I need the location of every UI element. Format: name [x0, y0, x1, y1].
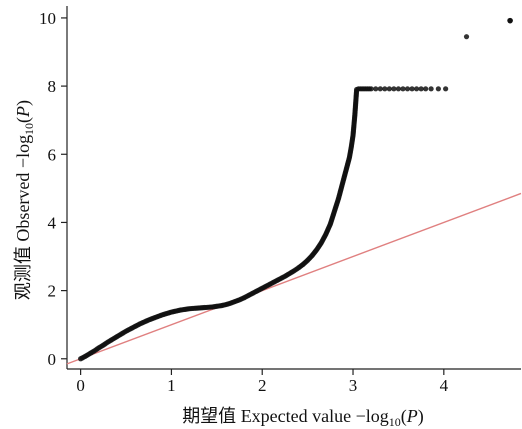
y-axis-label-close: ) — [13, 100, 34, 106]
data-points — [78, 17, 513, 362]
y-axis-label-var: P — [13, 106, 33, 118]
x-tick-label: 1 — [167, 376, 176, 395]
data-point — [395, 86, 402, 92]
tick-labels: 0 1 2 3 4 0 2 4 6 8 10 — [39, 9, 449, 395]
data-point — [413, 86, 420, 92]
y-axis-label-open: ( — [13, 117, 34, 123]
x-tick-label: 4 — [440, 376, 449, 395]
x-tick-label: 3 — [349, 376, 358, 395]
x-axis-label-var: P — [406, 406, 418, 426]
data-point — [428, 86, 434, 92]
x-axis-label-cn: 期望值 — [182, 406, 241, 426]
data-point — [404, 86, 411, 92]
data-point — [377, 86, 383, 92]
data-point — [423, 86, 429, 92]
data-point — [418, 86, 424, 92]
x-axis-label: 期望值 Expected value −log10(P) — [182, 406, 424, 429]
y-tick-label: 4 — [48, 213, 57, 232]
y-tick-label: 0 — [48, 350, 57, 369]
y-tick-label: 8 — [48, 77, 57, 96]
reference-line — [66, 192, 522, 365]
x-axis-label-subscript: 10 — [389, 415, 401, 429]
data-point — [382, 86, 388, 92]
axes — [66, 6, 521, 370]
data-point — [400, 86, 406, 92]
data-point — [507, 17, 513, 24]
x-axis-label-en: Expected value −log — [241, 406, 389, 426]
ticks — [61, 17, 445, 375]
y-tick-label: 10 — [39, 9, 56, 28]
y-tick-label: 2 — [48, 282, 57, 301]
x-tick-label: 2 — [258, 376, 267, 395]
data-point — [386, 86, 392, 92]
data-point — [409, 86, 415, 92]
y-tick-label: 6 — [48, 145, 57, 164]
data-point — [368, 86, 374, 92]
y-axis-label-subscript: 10 — [22, 123, 36, 135]
x-axis-label-close: ) — [418, 406, 424, 427]
x-axis-label-open: ( — [401, 406, 407, 427]
x-tick-label: 0 — [76, 376, 85, 395]
data-point — [373, 86, 379, 92]
y-axis-label-en: Observed −log — [13, 135, 33, 242]
y-axis-label: 观测值 Observed −log10(P) — [13, 100, 36, 300]
data-point — [435, 86, 441, 92]
data-point — [463, 34, 470, 40]
reference-line-group — [66, 192, 522, 365]
data-point — [391, 86, 397, 92]
y-axis-label-cn: 观测值 — [13, 242, 33, 301]
data-point — [443, 86, 449, 92]
